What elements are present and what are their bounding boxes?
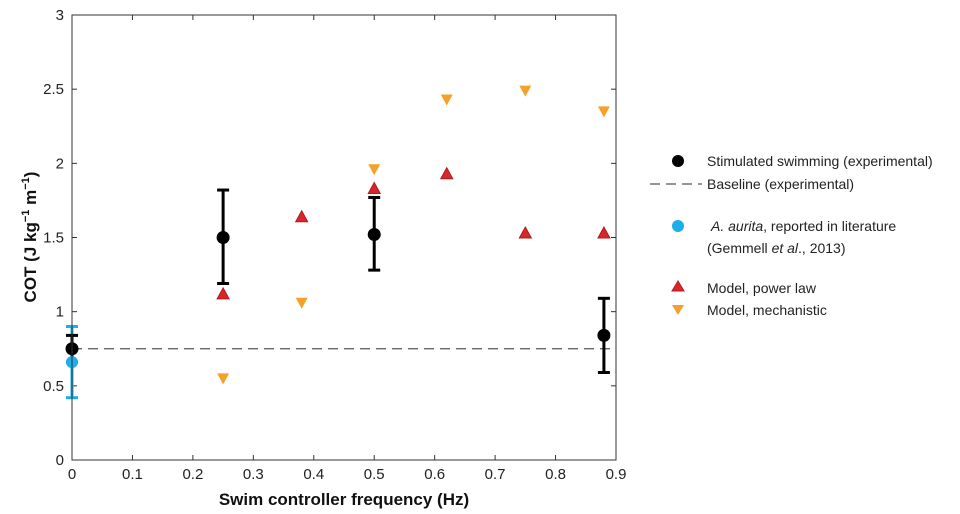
plot-area (72, 15, 616, 460)
x-tick-label: 0.5 (364, 466, 385, 483)
x-tick-label: 0 (68, 466, 76, 483)
legend-marker-literature (672, 220, 684, 232)
y-label-superscript-1: −1 (20, 210, 32, 223)
plot-frame (71, 14, 617, 461)
y-tick-label: 2 (56, 155, 64, 172)
x-tick-label: 0.7 (485, 466, 506, 483)
y-tick-label: 1 (56, 304, 64, 321)
experimental-point (597, 328, 611, 342)
legend-label-baseline: Baseline (experimental) (707, 176, 854, 192)
x-axis-label: Swim controller frequency (Hz) (219, 490, 469, 509)
power-law-point (294, 209, 309, 223)
y-label-part-2: m (21, 190, 40, 210)
legend-label-mechanistic: Model, mechanistic (707, 302, 827, 318)
axis-ticks: 0 0.1 0.2 0.3 0.4 0.5 0.6 0.7 0.8 0.9 0 0.5 1 1.5 2 2.5… (43, 7, 626, 483)
x-tick-label: 0.8 (545, 466, 566, 483)
legend-marker-experimental (672, 155, 684, 167)
power-law-point (367, 181, 382, 195)
mechanistic-point (295, 297, 308, 309)
x-tick-label: 0.4 (303, 466, 324, 483)
legend-literature-author: (Gemmell (707, 240, 772, 256)
x-tick-label: 0.3 (243, 466, 264, 483)
y-label-superscript-2: −1 (20, 177, 32, 190)
legend-literature-etal: et al (772, 240, 799, 256)
x-tick-label: 0.9 (606, 466, 627, 483)
y-tick-label: 1.5 (43, 230, 64, 247)
mechanistic-point (440, 94, 453, 106)
power-law-point (518, 226, 533, 239)
legend-marker-mechanistic (672, 305, 684, 315)
legend-label-literature: A. aurita, reported in literature (710, 218, 896, 234)
power-law-point (597, 226, 611, 239)
y-axis-label: COT (J kg−1 m−1) (20, 172, 40, 303)
markers (65, 85, 611, 385)
y-tick-label: 0 (56, 452, 64, 469)
power-law-point (216, 286, 230, 300)
y-tick-label: 0.5 (43, 378, 64, 395)
legend: Stimulated swimming (experimental) Basel… (650, 153, 933, 318)
legend-literature-year: ., 2013) (798, 240, 845, 256)
x-tick-label: 0.6 (424, 466, 445, 483)
legend-label-power-law: Model, power law (707, 280, 817, 296)
experimental-point (216, 231, 230, 244)
mechanistic-point (217, 373, 230, 385)
mechanistic-point (368, 164, 381, 176)
mechanistic-point (597, 106, 610, 118)
y-label-part-1: COT (J kg (21, 222, 40, 302)
x-tick-label: 0.2 (182, 466, 203, 483)
x-tick-label: 0.1 (122, 466, 143, 483)
mechanistic-point (519, 85, 532, 97)
legend-label-experimental: Stimulated swimming (experimental) (707, 153, 933, 169)
y-tick-label: 2.5 (43, 81, 64, 98)
legend-literature-species: A. aurita (710, 218, 763, 234)
power-law-point (439, 166, 454, 180)
legend-literature-rest: , reported in literature (763, 218, 896, 234)
experimental-point (367, 228, 381, 242)
legend-label-literature-line2: (Gemmell et al., 2013) (707, 240, 846, 256)
y-label-part-3: ) (21, 172, 40, 178)
legend-marker-power-law (671, 280, 685, 292)
y-tick-label: 3 (56, 7, 64, 24)
